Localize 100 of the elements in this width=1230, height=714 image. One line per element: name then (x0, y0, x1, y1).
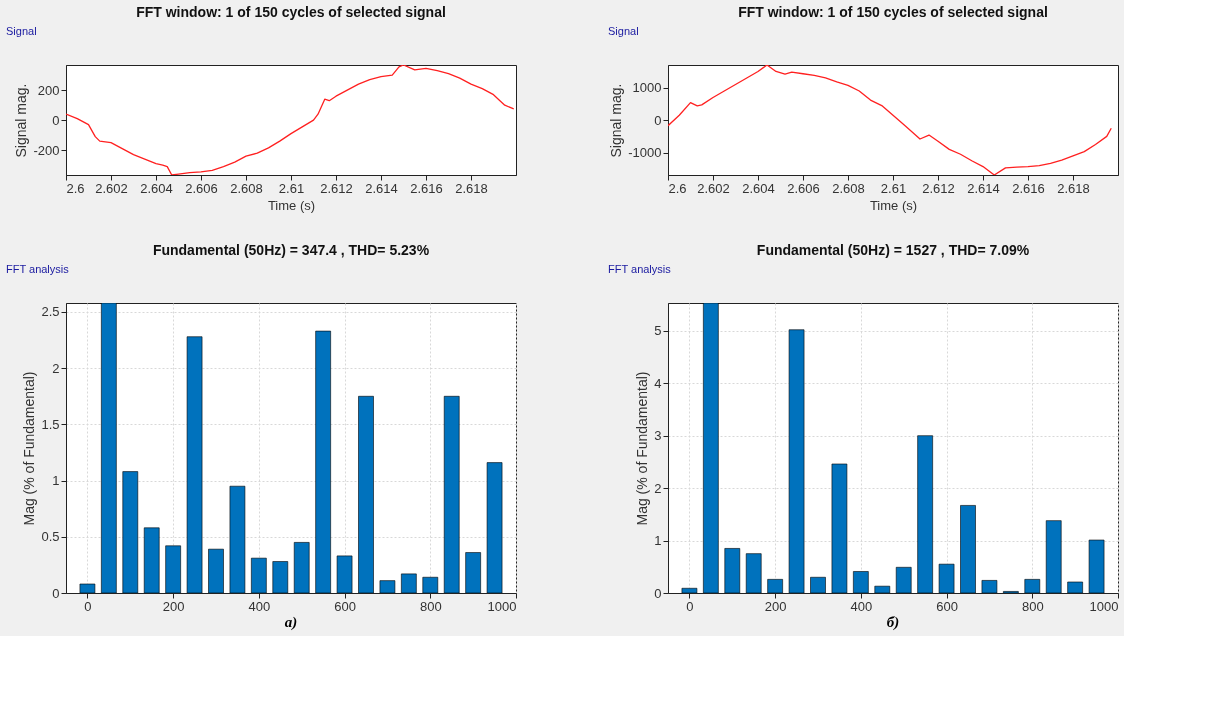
y-tick-label: 3 (654, 428, 662, 444)
bar (208, 548, 224, 593)
x-tick-label: 1000 (1089, 598, 1119, 614)
bar (272, 561, 289, 593)
x-tick-label: 800 (419, 598, 442, 614)
y-tick-label: 2 (654, 480, 662, 496)
x-tick-label: 2.614 (967, 180, 1000, 196)
bar (874, 585, 891, 593)
y-axis-title: Mag (% of Fundamental) (634, 371, 651, 526)
x-tick-label: 2.618 (455, 180, 488, 196)
x-tick-label: 2.606 (787, 180, 820, 196)
y-tick-label: 200 (37, 82, 60, 98)
x-tick-label: 2.61 (278, 180, 305, 196)
bar (443, 395, 460, 593)
bar (938, 563, 955, 593)
x-tick-label: 2.6 (668, 180, 687, 196)
line-series (668, 65, 1112, 175)
chart-title: Fundamental (50Hz) = 347.4 , THD= 5.23% (152, 242, 430, 258)
bar (422, 576, 439, 593)
text: б) (886, 614, 900, 631)
y-axis-title: Mag (% of Fundamental) (21, 371, 38, 526)
text: FFT analysis (608, 263, 672, 275)
x-tick-label: 2.61 (880, 180, 907, 196)
text: Signal (608, 25, 639, 37)
bar (767, 579, 783, 593)
x-tick-label: 2.608 (230, 180, 263, 196)
x-tick-label: 1000 (487, 598, 517, 614)
x-tick-label: 2.604 (140, 180, 173, 196)
bar (336, 555, 353, 593)
x-tick-label: 2.602 (95, 180, 128, 196)
y-tick-label: 1.5 (41, 416, 60, 432)
y-tick-label: 0 (52, 112, 60, 128)
bar (165, 545, 181, 593)
bar (981, 580, 998, 593)
bar (788, 329, 805, 593)
y-tick-label: -1000 (628, 145, 662, 161)
bar (1067, 581, 1083, 593)
x-tick-label: 200 (162, 598, 185, 614)
y-tick-label: 1 (52, 473, 60, 489)
x-axis-title: Time (s) (267, 197, 316, 213)
bar (895, 567, 912, 593)
x-tick-label: 2.616 (410, 180, 443, 196)
x-tick-label: 2.604 (742, 180, 775, 196)
x-tick-label: 2.612 (922, 180, 955, 196)
y-axis-title: Signal mag. (13, 83, 30, 158)
bar (251, 557, 267, 593)
bar (831, 463, 848, 593)
chart-title: FFT window: 1 of 150 cycles of selected signal (738, 4, 1048, 20)
bar (465, 552, 481, 593)
x-tick-label: 600 (334, 598, 356, 614)
x-tick-label: 2.608 (832, 180, 865, 196)
text: а) (284, 614, 298, 631)
bar (960, 505, 976, 593)
x-tick-label: 0 (686, 598, 694, 614)
text: FFT analysis (6, 263, 70, 275)
x-tick-label: 200 (764, 598, 787, 614)
x-tick-label: 800 (1021, 598, 1044, 614)
chart-title: Fundamental (50Hz) = 1527 , THD= 7.09% (756, 242, 1030, 258)
bar (853, 571, 869, 593)
y-tick-label: 1000 (632, 80, 662, 96)
bar (186, 336, 203, 593)
bar (122, 471, 139, 593)
bar (401, 573, 417, 593)
bar (745, 553, 762, 593)
x-tick-label: 600 (936, 598, 958, 614)
y-tick-label: 0 (654, 112, 662, 128)
bar (703, 303, 719, 593)
bar (681, 587, 698, 593)
bar (917, 435, 933, 593)
bar (293, 542, 310, 593)
y-tick-label: 1 (654, 533, 662, 549)
bar (315, 330, 331, 593)
bar (229, 485, 246, 593)
bar (1024, 579, 1041, 593)
x-tick-label: 400 (248, 598, 271, 614)
bar (810, 576, 826, 593)
x-tick-label: 2.602 (697, 180, 730, 196)
x-tick-label: 2.618 (1057, 180, 1090, 196)
bar (724, 548, 741, 593)
x-tick-label: 2.614 (365, 180, 398, 196)
y-tick-label: 4 (654, 375, 662, 391)
y-tick-label: 0 (52, 585, 60, 601)
y-tick-label: 2.5 (41, 304, 60, 320)
y-tick-label: 2 (52, 360, 60, 376)
x-tick-label: 2.6 (66, 180, 85, 196)
x-tick-label: 2.612 (320, 180, 353, 196)
y-tick-label: 0.5 (41, 529, 60, 545)
x-tick-label: 2.616 (1012, 180, 1045, 196)
bar (79, 583, 96, 593)
bar (1088, 539, 1105, 593)
y-tick-label: 5 (654, 323, 662, 339)
bar (358, 395, 374, 593)
y-tick-label: -200 (33, 142, 60, 158)
text: Signal (6, 25, 37, 37)
y-tick-label: 0 (654, 585, 662, 601)
x-tick-label: 0 (84, 598, 92, 614)
y-axis-title: Signal mag. (608, 83, 625, 158)
x-axis-title: Time (s) (869, 197, 918, 213)
bar (143, 527, 160, 593)
x-tick-label: 400 (850, 598, 873, 614)
